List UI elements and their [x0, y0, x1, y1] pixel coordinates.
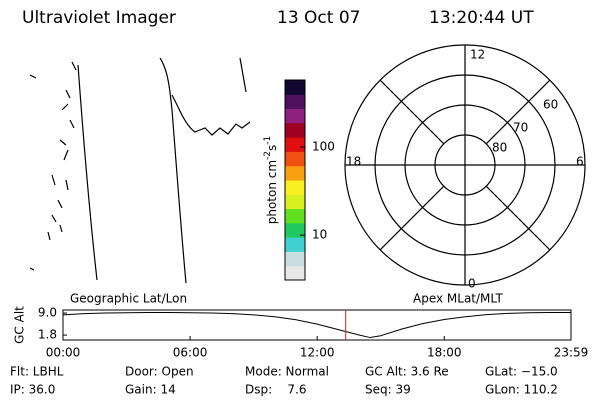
colorbar-frame: [284, 79, 306, 281]
info-field: Seq: 39: [365, 383, 411, 397]
line: [62, 311, 571, 339]
label-part: s: [265, 145, 279, 151]
label-part: photon cm: [265, 160, 279, 224]
info-field: GLon: 110.2: [485, 383, 558, 397]
panel-label: Apex MLat/MLT: [413, 292, 503, 306]
colorbar-swatch: [285, 251, 305, 267]
colorbar-tick-label: 100: [312, 139, 335, 153]
colorbar: 10 100: [284, 79, 335, 281]
ring-label: 60: [543, 98, 558, 112]
colorbar-swatch: [285, 265, 305, 281]
info-field: Flt: LBHL: [10, 365, 64, 379]
mlt-label: 18: [346, 155, 361, 169]
colorbar-swatch: [285, 151, 305, 167]
title: Ultraviolet Imager: [22, 8, 176, 28]
x-tick-label: 00:00: [46, 346, 81, 360]
label-sup: -2: [263, 151, 273, 160]
colorbar-swatch: [285, 80, 305, 95]
y-tick-label: 9.0: [38, 306, 57, 320]
x-tick-label: 12:00: [300, 346, 335, 360]
time: 13:20:44 UT: [429, 8, 534, 28]
colorbar-swatch: [285, 108, 305, 124]
info-field: GC Alt: 3.6 Re: [365, 365, 449, 379]
info-field: IP: 36.0: [10, 383, 55, 397]
info-field: Door: Open: [125, 365, 194, 379]
colorbar-swatch: [285, 208, 305, 224]
mlt-label: 12: [470, 48, 485, 62]
map-lines: [29, 57, 251, 284]
polar-grid: [344, 44, 586, 286]
colorbar-swatch: [285, 165, 305, 181]
info-field: Gain: 14: [125, 383, 176, 397]
info-field: Dsp: 7.6: [245, 383, 307, 397]
colorbar-swatch: [285, 237, 305, 252]
date: 13 Oct 07: [277, 8, 360, 28]
colorbar-label: photon cm-2s-1: [263, 136, 279, 225]
colorbar-swatch: [285, 122, 305, 138]
colorbar-swatch: [285, 194, 305, 210]
x-tick-label: 06:00: [173, 346, 208, 360]
y-label: GC Alt: [13, 306, 27, 344]
y-tick-label: 1.8: [38, 328, 57, 342]
colorbar-swatch: [285, 94, 305, 110]
info-field: Mode: Normal: [245, 365, 329, 379]
colorbar-swatch: [285, 222, 305, 238]
panel-label: Geographic Lat/Lon: [70, 292, 187, 306]
mlt-label: 6: [576, 155, 584, 169]
ring-label: 70: [513, 121, 528, 135]
label-sup: -1: [263, 136, 273, 145]
info-field: GLat: −15.0: [485, 365, 558, 379]
ring-label: 80: [492, 141, 507, 155]
colorbar-swatch: [285, 180, 305, 195]
colorbar-swatch: [285, 137, 305, 152]
mlt-label: 0: [468, 277, 476, 291]
colorbar-tick-label: 10: [312, 228, 327, 242]
x-tick-label: 18:00: [427, 346, 462, 360]
info: Flt: LBHL Door: Open Mode: Normal GC Alt: 3…: [10, 365, 558, 397]
x-tick-label: 23:59: [554, 346, 589, 360]
